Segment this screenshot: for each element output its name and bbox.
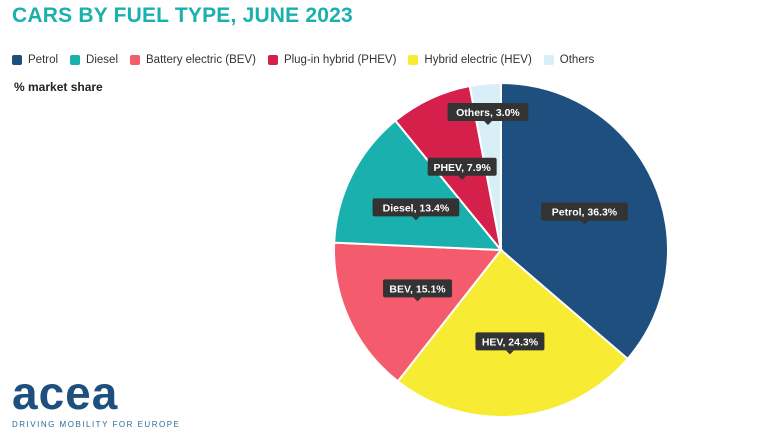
chart-subtitle: % market share xyxy=(14,80,103,94)
legend-label: Others xyxy=(559,54,595,66)
logo-tagline: DRIVING MOBILITY FOR EUROPE xyxy=(12,420,181,429)
legend-item-petrol: Petrol xyxy=(12,54,58,66)
legend-swatch xyxy=(130,55,141,65)
legend-item-bev: Battery electric (BEV) xyxy=(130,54,256,66)
legend-label: Hybrid electric (HEV) xyxy=(424,54,532,66)
legend-item-phev: Plug-in hybrid (PHEV) xyxy=(267,54,397,66)
svg-text:BEV, 15.1%: BEV, 15.1% xyxy=(389,283,446,295)
legend-item-others: Others xyxy=(543,54,595,66)
legend-item-diesel: Diesel xyxy=(70,54,118,66)
legend-swatch xyxy=(267,55,278,65)
data-label-bev: BEV, 15.1% xyxy=(383,279,453,302)
svg-text:HEV, 24.3%: HEV, 24.3% xyxy=(482,336,539,348)
legend-item-hev: Hybrid electric (HEV) xyxy=(408,54,532,66)
data-label-hev: HEV, 24.3% xyxy=(475,332,545,355)
data-label-phev: PHEV, 7.9% xyxy=(427,157,497,180)
svg-text:Others, 3.0%: Others, 3.0% xyxy=(456,107,520,119)
legend: Petrol Diesel Battery electric (BEV) Plu… xyxy=(12,54,606,66)
data-label-petrol: Petrol, 36.3% xyxy=(541,202,628,225)
data-label-diesel: Diesel, 13.4% xyxy=(372,198,460,221)
legend-swatch xyxy=(70,55,81,65)
legend-label: Petrol xyxy=(28,54,59,66)
legend-label: Battery electric (BEV) xyxy=(146,54,256,66)
legend-swatch xyxy=(12,55,22,65)
chart-title: CARS BY FUEL TYPE, JUNE 2023 xyxy=(12,4,353,27)
data-label-others: Others, 3.0% xyxy=(447,103,529,126)
svg-text:Petrol, 36.3%: Petrol, 36.3% xyxy=(552,207,618,219)
legend-label: Diesel xyxy=(86,54,119,66)
legend-swatch xyxy=(543,55,554,65)
logo-wordmark: acea xyxy=(12,367,119,419)
acea-logo: acea DRIVING MOBILITY FOR EUROPE xyxy=(12,370,180,429)
svg-text:Diesel, 13.4%: Diesel, 13.4% xyxy=(383,202,450,214)
svg-text:PHEV, 7.9%: PHEV, 7.9% xyxy=(433,162,491,174)
legend-swatch xyxy=(408,55,419,65)
legend-label: Plug-in hybrid (PHEV) xyxy=(283,54,397,66)
pie-slice-diesel xyxy=(333,119,504,252)
pie-slice-bev xyxy=(333,241,503,383)
